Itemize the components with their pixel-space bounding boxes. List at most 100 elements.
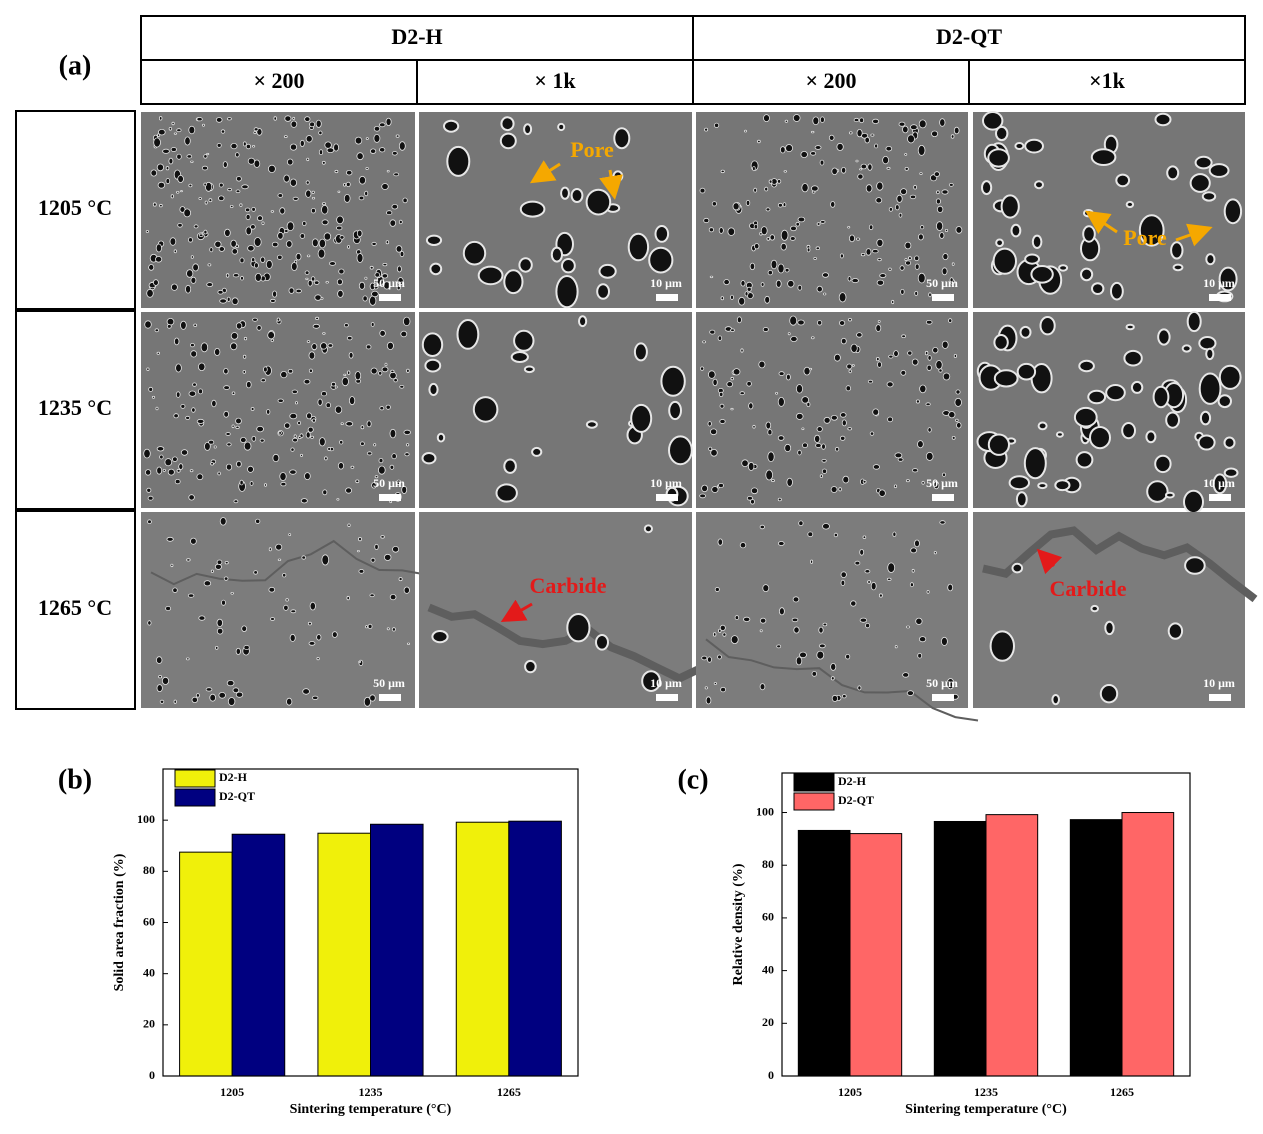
pore [627, 232, 650, 262]
legend-swatch [793, 773, 835, 792]
pore [759, 629, 763, 633]
pore [790, 335, 798, 342]
pore [273, 116, 277, 121]
pore [243, 645, 250, 651]
carbide-network [982, 526, 1258, 603]
pore [841, 694, 847, 699]
pore [777, 435, 785, 441]
y-axis-label: Relative density (%) [731, 863, 746, 985]
pore [191, 407, 196, 413]
pore [316, 634, 322, 641]
panel-label: (c) [677, 764, 708, 795]
pore [198, 233, 204, 237]
pore [643, 524, 654, 534]
pore [786, 373, 791, 381]
pore [900, 369, 907, 376]
pore [386, 169, 390, 173]
pore [180, 190, 183, 193]
pore [343, 193, 351, 203]
pore [220, 129, 226, 134]
pore [1184, 556, 1206, 575]
pore [255, 518, 261, 524]
pore [223, 385, 230, 390]
pore [914, 539, 920, 548]
pore [1186, 310, 1202, 333]
pore [953, 353, 958, 358]
pore [290, 262, 298, 271]
pore [918, 636, 927, 643]
pore [921, 480, 925, 485]
pore [726, 381, 733, 388]
pore [187, 237, 193, 243]
pore [847, 276, 852, 282]
pore [633, 342, 648, 362]
pore [730, 376, 734, 381]
sem-image: 10 μm [973, 111, 1245, 308]
pore [267, 164, 276, 173]
pore [777, 263, 785, 274]
pore [370, 557, 376, 563]
pore [876, 279, 885, 286]
pore [379, 329, 386, 337]
pore [789, 315, 798, 326]
pore [315, 316, 320, 320]
pore [250, 407, 255, 411]
pore [216, 142, 222, 148]
pore [1194, 155, 1213, 170]
pore [783, 170, 787, 173]
pore [306, 412, 313, 420]
pore [870, 133, 875, 137]
pore [1080, 267, 1094, 282]
pore [769, 234, 775, 241]
pore [348, 351, 354, 359]
pore [711, 486, 719, 493]
legend-swatch [174, 769, 216, 788]
pore [213, 445, 217, 449]
pore [359, 441, 365, 446]
pore [898, 212, 903, 218]
pore [385, 404, 391, 410]
pore [1165, 411, 1180, 429]
pore [317, 398, 323, 406]
pore [918, 233, 924, 241]
pore [206, 282, 214, 288]
pore [240, 275, 244, 281]
pore [389, 428, 397, 439]
pore [705, 696, 712, 705]
pore [245, 226, 252, 236]
pore [305, 135, 313, 143]
pore [246, 380, 252, 389]
pore [909, 124, 918, 131]
pore [847, 427, 852, 431]
pore [732, 368, 741, 376]
pore [218, 246, 225, 252]
pore [846, 363, 853, 370]
pore [251, 257, 256, 263]
bar [370, 823, 424, 1077]
pore [995, 125, 1009, 142]
pore [875, 197, 883, 204]
pore [308, 641, 316, 646]
pore [324, 456, 328, 461]
pore [595, 634, 609, 651]
pore [346, 335, 353, 341]
pore [989, 630, 1015, 662]
pore [391, 203, 399, 210]
pore [190, 350, 198, 358]
pore [173, 413, 179, 419]
pore [253, 127, 259, 132]
pore [176, 128, 182, 133]
pore [381, 366, 389, 373]
pore [1058, 264, 1069, 272]
pore [239, 257, 245, 264]
mag-header: × 200 [253, 68, 304, 93]
pore [744, 129, 747, 133]
pore [374, 272, 381, 278]
pore [242, 369, 246, 374]
pore [982, 111, 1004, 131]
pore [147, 495, 154, 501]
pore [1223, 198, 1243, 225]
pore [752, 166, 756, 172]
bar [933, 820, 987, 1077]
pore [233, 499, 239, 504]
